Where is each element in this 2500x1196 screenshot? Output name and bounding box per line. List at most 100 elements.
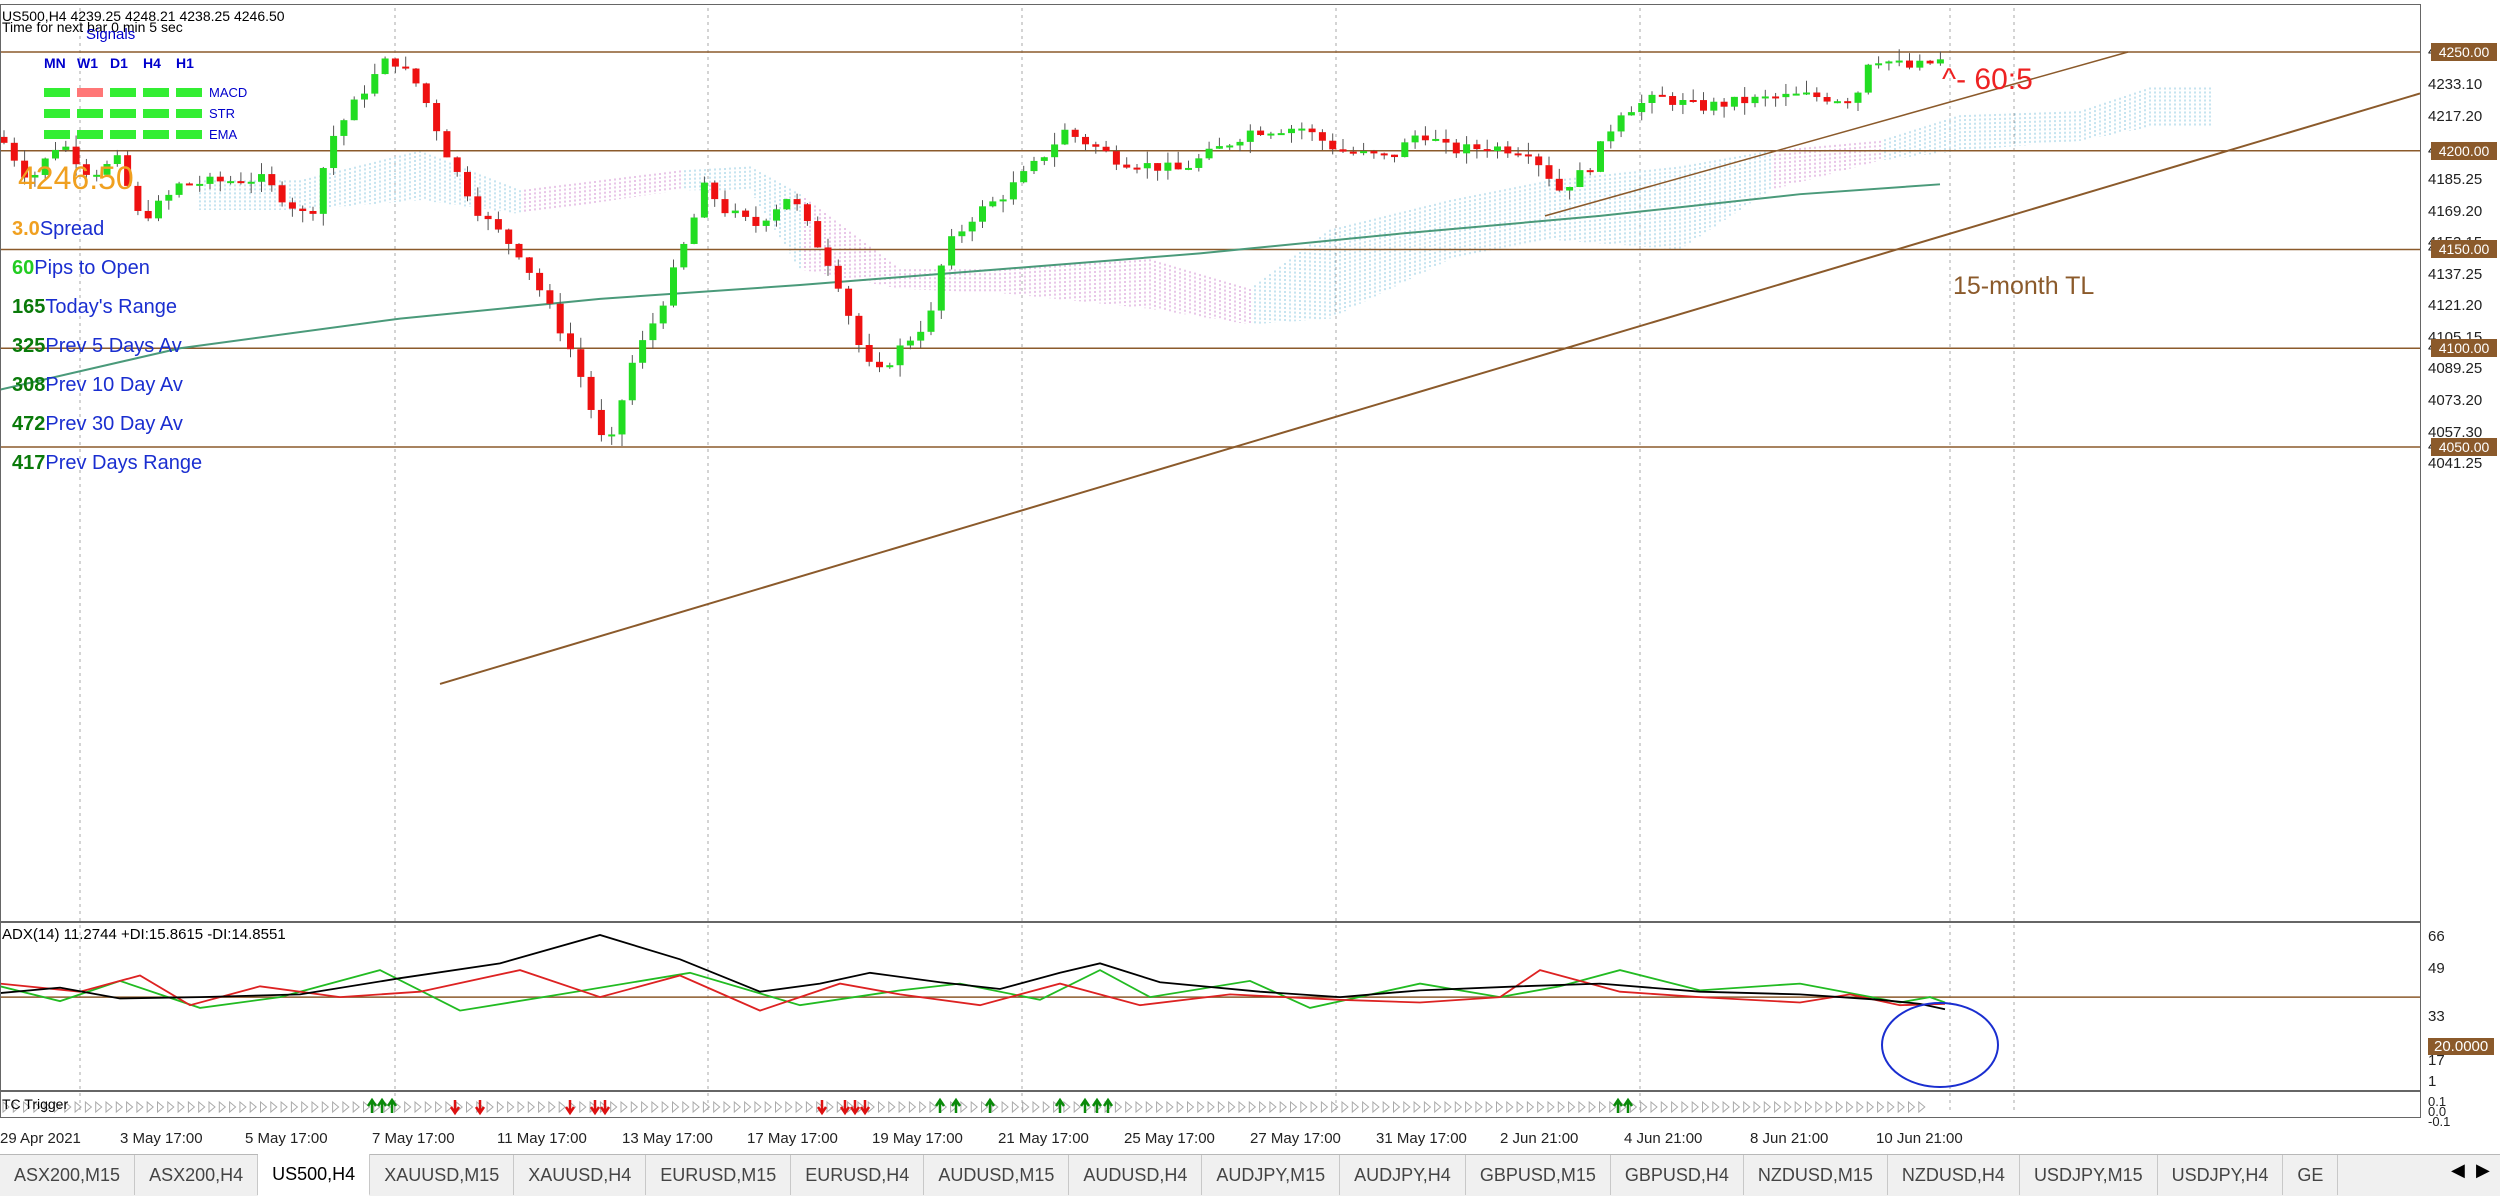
trigger-marker <box>795 1100 803 1114</box>
adx-pane-frame <box>0 922 2421 1091</box>
bull-candle <box>350 99 358 121</box>
symbol-tab[interactable]: USDJPY,M15 <box>2020 1155 2158 1195</box>
bull-candle <box>103 164 111 175</box>
trigger-axis-label: 0.1 <box>2428 1094 2447 1109</box>
trigger-marker <box>1269 1100 1277 1114</box>
symbol-tab[interactable]: NZDUSD,M15 <box>1744 1155 1888 1195</box>
symbol-tab[interactable]: XAUUSD,M15 <box>370 1155 515 1195</box>
bear-candle <box>237 181 245 184</box>
bull-candle <box>979 206 986 222</box>
date-axis-label: 7 May 17:00 <box>372 1130 455 1147</box>
trigger-marker <box>1351 1100 1360 1114</box>
bull-candle <box>1411 135 1419 143</box>
bull-candle <box>330 135 338 169</box>
bear-candle <box>391 58 399 67</box>
bear-candle <box>268 174 276 186</box>
signal-cell <box>176 88 202 97</box>
symbol-tab[interactable]: US500,H4 <box>258 1154 371 1196</box>
adx-axis-label: 66 <box>2428 928 2445 945</box>
date-axis-label: 4 Jun 21:00 <box>1624 1130 1703 1147</box>
down-arrow-icon <box>859 1100 871 1116</box>
symbol-tab[interactable]: NZDUSD,H4 <box>1888 1155 2020 1195</box>
symbol-tab[interactable]: GBPUSD,M15 <box>1466 1155 1611 1195</box>
info-value: 308 <box>12 374 46 396</box>
symbol-tab[interactable]: EURUSD,H4 <box>791 1155 925 1195</box>
bear-candle <box>803 204 811 222</box>
symbol-tab[interactable]: GBPUSD,H4 <box>1611 1155 1744 1195</box>
up-arrow-icon <box>386 1097 398 1113</box>
trigger-marker <box>1073 1100 1081 1114</box>
trigger-marker <box>486 1100 494 1114</box>
highlight-circle <box>1881 1002 1999 1088</box>
trigger-marker <box>1516 1100 1524 1114</box>
symbol-tab[interactable]: EURUSD,M15 <box>646 1155 792 1195</box>
trigger-marker <box>1784 1100 1792 1114</box>
bull-candle <box>1009 182 1017 200</box>
trigger-marker <box>424 1100 433 1114</box>
bear-candle <box>1689 100 1697 103</box>
symbol-tab[interactable]: ASX200,M15 <box>0 1155 136 1195</box>
bear-candle <box>834 265 842 289</box>
symbol-tab[interactable]: AUDUSD,M15 <box>924 1155 1070 1195</box>
bull-candle <box>1854 92 1862 103</box>
trigger-marker <box>1866 1100 1875 1114</box>
symbol-tab[interactable]: GE <box>2283 1155 2339 1195</box>
trigger-marker <box>1496 1100 1504 1114</box>
price-axis-label: 4233.10 <box>2428 76 2483 94</box>
symbol-tab-bar: ASX200,M15 ASX200,H4 US500,H4 XAUUSD,M15 XAU… <box>0 1154 2500 1196</box>
bull-candle <box>1792 93 1800 96</box>
adx-label: ADX(14) 11.2744 +DI:15.8615 -DI:14.8551 <box>2 926 286 943</box>
price-axis-label: 4121.20 <box>2428 297 2483 315</box>
symbol-tab[interactable]: XAUUSD,H4 <box>514 1155 647 1195</box>
symbol-tab[interactable]: AUDUSD,H4 <box>1069 1155 1203 1195</box>
trigger-marker <box>352 1100 360 1114</box>
signal-cell <box>176 109 202 118</box>
trigger-marker <box>1475 1100 1483 1114</box>
symbol-tab[interactable]: AUDJPY,H4 <box>1340 1155 1466 1195</box>
trigger-marker <box>1485 1100 1493 1114</box>
tab-scroll-right-icon[interactable]: ▶ <box>2476 1160 2490 1180</box>
symbol-tab[interactable]: AUDJPY,M15 <box>1202 1155 1341 1195</box>
bull-candle <box>1597 141 1604 172</box>
trigger-marker <box>1341 1100 1349 1114</box>
trigger-marker <box>1403 1100 1411 1114</box>
bear-candle <box>433 103 441 132</box>
trigger-marker <box>1145 1100 1154 1114</box>
trigger-marker <box>1228 1100 1236 1114</box>
trigger-marker <box>1619 1100 1627 1114</box>
signal-timeframe-header: W1 <box>77 55 98 71</box>
trigger-marker <box>1310 1100 1318 1114</box>
bull-candle <box>319 168 327 214</box>
bull-candle <box>1195 158 1203 168</box>
tab-scroll-left-icon[interactable]: ◀ <box>2451 1160 2465 1180</box>
date-axis-label: 27 May 17:00 <box>1250 1130 1341 1147</box>
minus-di-line <box>0 969 1946 1012</box>
bear-candle <box>1391 154 1398 158</box>
down-arrow-icon <box>449 1100 461 1116</box>
trigger-marker <box>280 1100 288 1114</box>
bear-candle <box>845 288 853 316</box>
trigger-marker <box>775 1100 783 1114</box>
bull-candle <box>1875 63 1883 66</box>
bull-candle <box>258 174 265 182</box>
bear-candle <box>711 182 719 200</box>
symbol-tab[interactable]: USDJPY,H4 <box>2158 1155 2284 1195</box>
trigger-marker <box>373 1100 381 1114</box>
price-axis-label: 4057.30 <box>2428 423 2483 441</box>
trigger-marker <box>1640 1100 1648 1114</box>
trigger-marker <box>826 1100 834 1114</box>
bear-candle <box>814 221 822 248</box>
trigger-marker <box>1846 1100 1854 1114</box>
trigger-marker <box>126 1100 134 1114</box>
bear-candle <box>1555 178 1563 191</box>
trigger-marker <box>805 1100 814 1114</box>
bear-candle <box>515 243 523 258</box>
trigger-marker <box>1825 1100 1833 1114</box>
trigger-marker <box>1578 1100 1586 1114</box>
trigger-marker <box>713 1100 721 1114</box>
trigger-marker <box>1320 1100 1329 1114</box>
symbol-tab[interactable]: ASX200,H4 <box>135 1155 259 1195</box>
ema-line <box>0 183 1941 391</box>
